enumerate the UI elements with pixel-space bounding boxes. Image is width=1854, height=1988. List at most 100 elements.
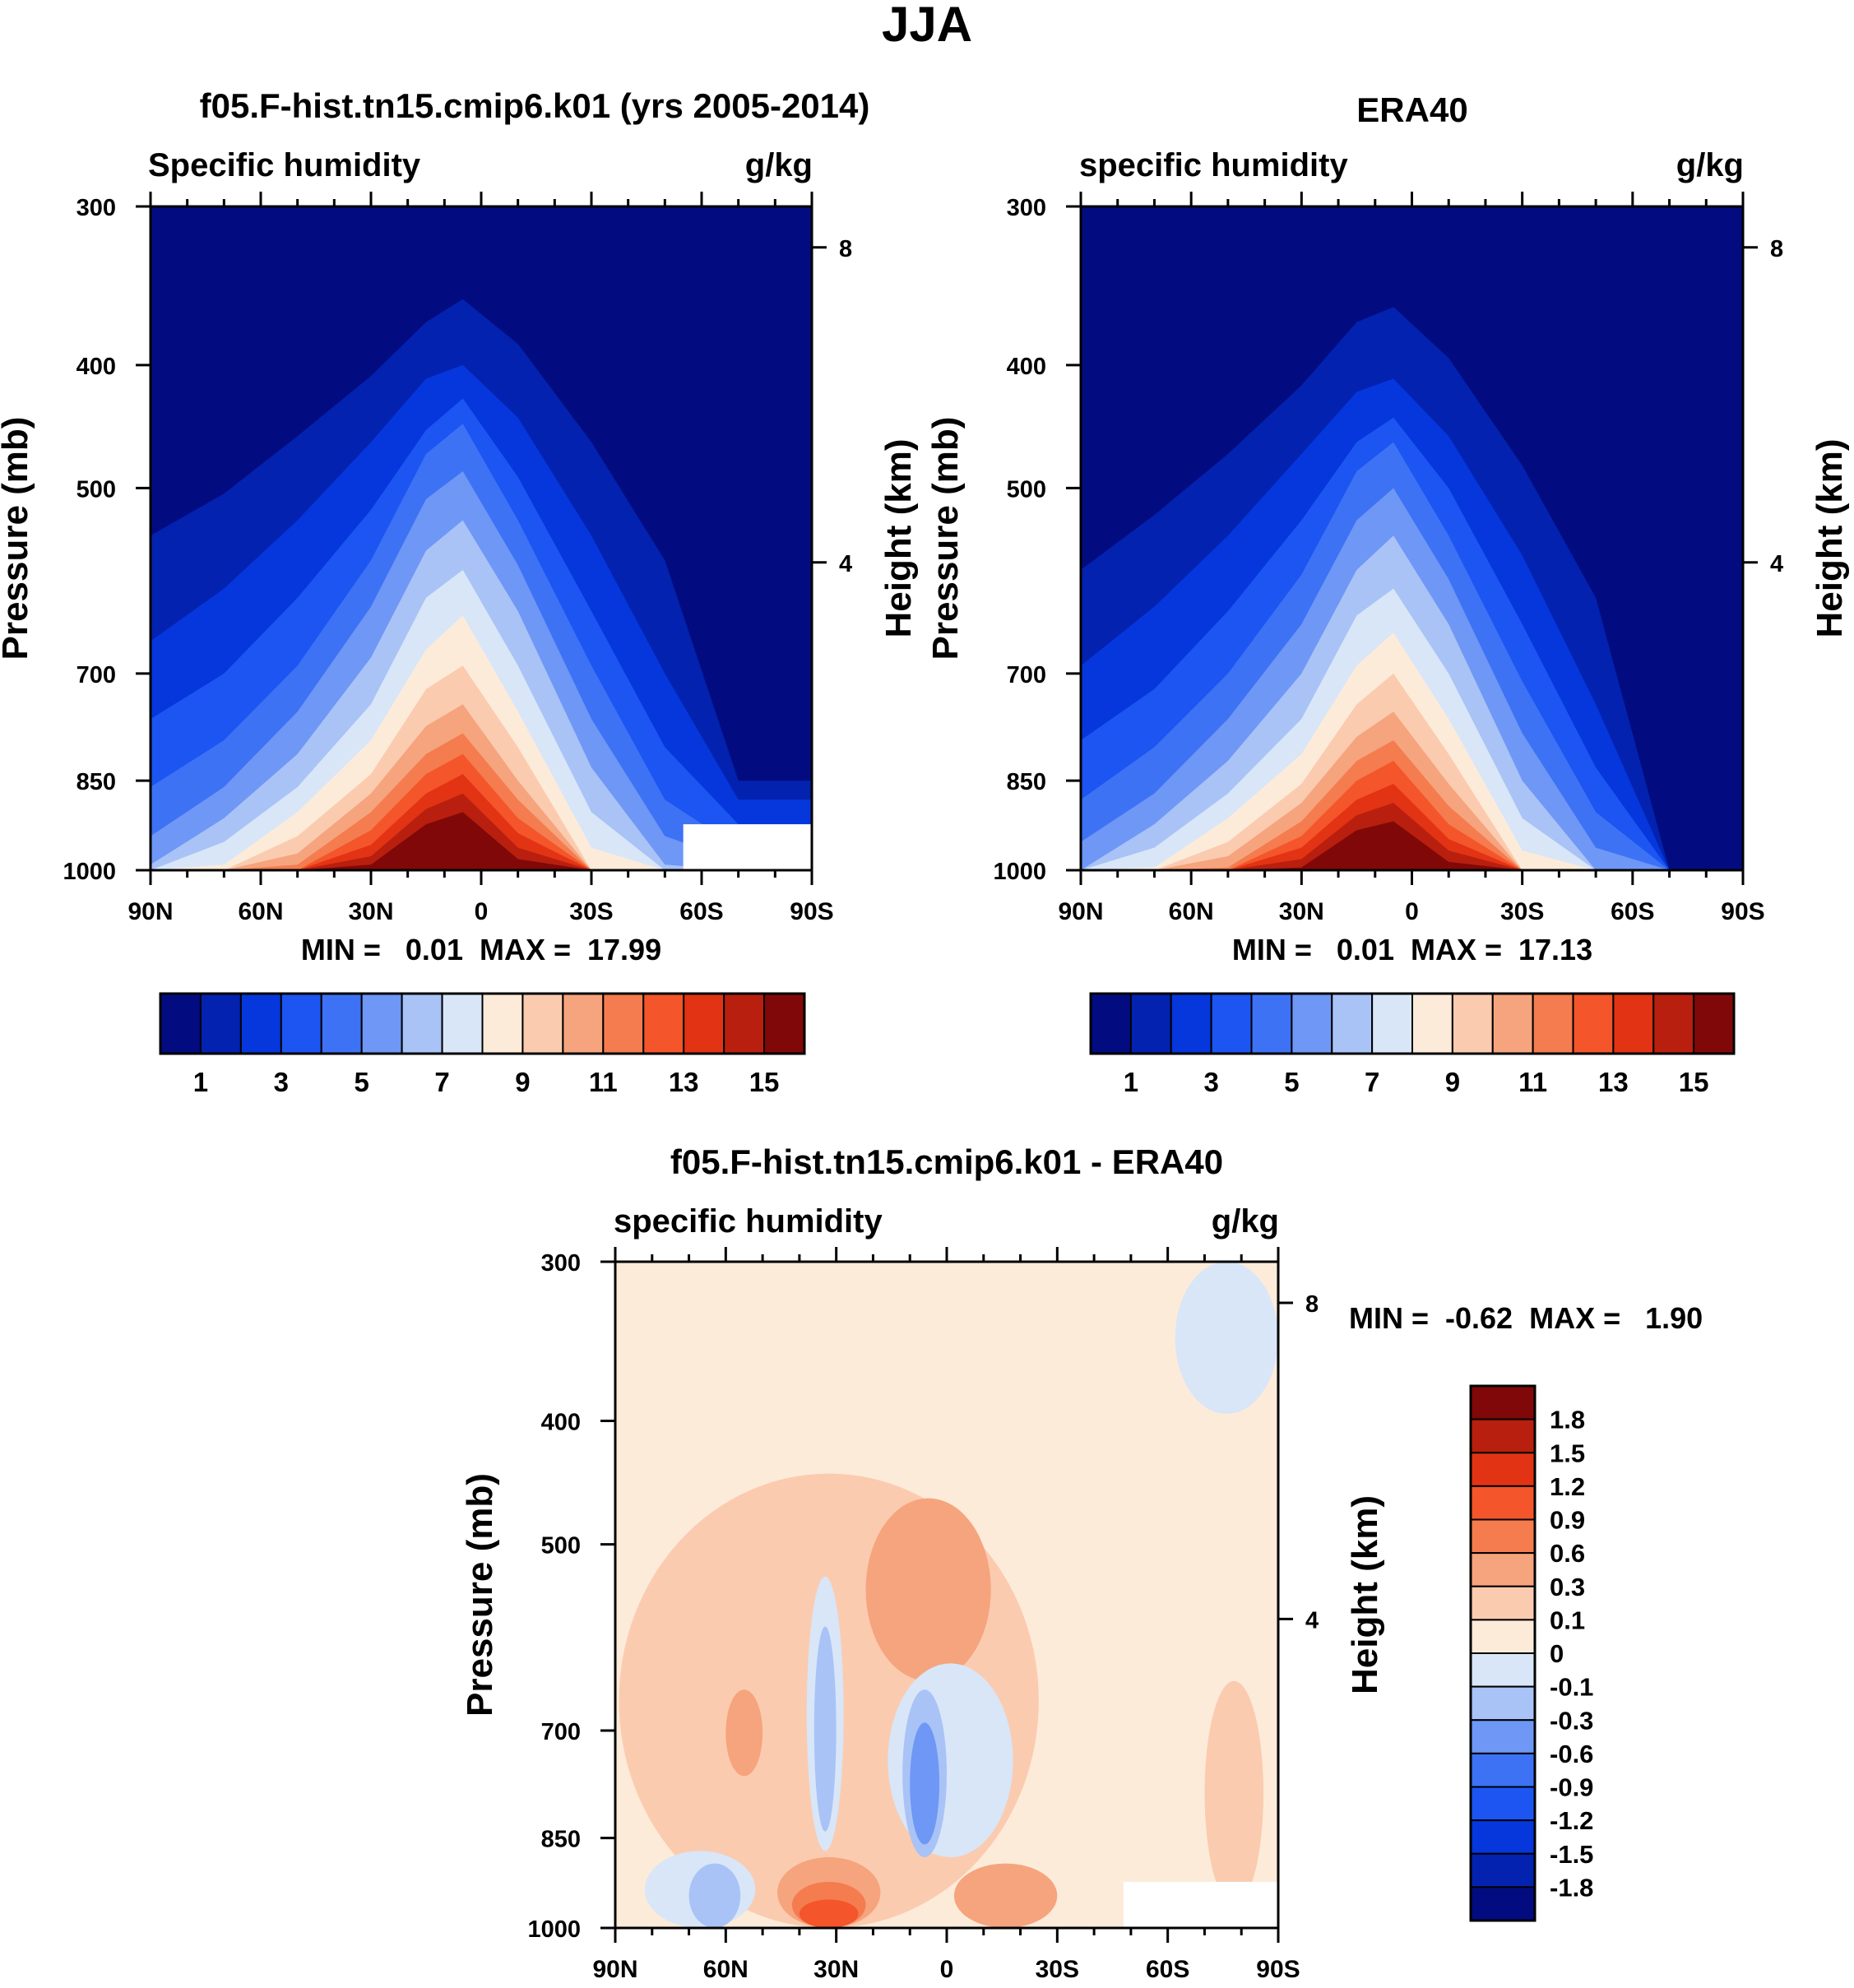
colorbar-box <box>1090 993 1132 1054</box>
colorbar-label: 15 <box>1679 1067 1709 1097</box>
colorbar-label: 5 <box>1284 1067 1299 1097</box>
colorbar-box <box>562 993 605 1054</box>
colorbar-label: 0.9 <box>1550 1506 1585 1535</box>
contour-blob-12 <box>910 1722 939 1845</box>
colorbar-box <box>1411 993 1453 1054</box>
colorbar-label: 0.3 <box>1550 1573 1585 1601</box>
panel-diff: f05.F-hist.tn15.cmip6.k01 - ERA40 specif… <box>460 1142 1703 1983</box>
y-tick-label: 400 <box>1007 354 1046 380</box>
x-tick-label: 60N <box>238 898 283 925</box>
panel-obs-plot: 90N 60N 30N 0 30S 60S 90S 300 400 500 700 850 1000 8 4… <box>925 192 1850 925</box>
contour-field <box>1081 206 1743 870</box>
colorbar-box <box>1470 1619 1536 1654</box>
panel-model-colorbar: 1 3 5 7 9 11 13 15 <box>159 992 806 1097</box>
colorbar-label: -0.1 <box>1550 1673 1593 1702</box>
y-axis-label: Pressure (mb) <box>925 417 966 660</box>
colorbar-box <box>1470 1819 1536 1855</box>
colorbar-box <box>1470 1786 1536 1822</box>
x-tick-label: 30N <box>813 1956 859 1983</box>
x-tick-label: 60S <box>679 898 723 925</box>
panel-diff-stats: MIN = -0.62 MAX = 1.90 <box>1349 1301 1703 1335</box>
y2-axis-label: Height (km) <box>1345 1495 1385 1694</box>
colorbar-box <box>1612 993 1655 1054</box>
colorbar-label: 3 <box>1203 1067 1218 1097</box>
colorbar-box <box>1129 993 1172 1054</box>
colorbar-box <box>642 993 685 1054</box>
colorbar-frame <box>1089 992 1736 1055</box>
x-tick-label: 0 <box>940 1956 954 1983</box>
panel-obs-units: g/kg <box>1676 147 1744 183</box>
figure-title: JJA <box>882 0 972 52</box>
panel-model-units: g/kg <box>745 147 813 183</box>
panel-diff-title: f05.F-hist.tn15.cmip6.k01 - ERA40 <box>670 1142 1223 1181</box>
contour-fill-level-15 <box>1081 821 1743 870</box>
colorbar-box <box>1470 1418 1536 1454</box>
colorbar-label: 1.8 <box>1550 1406 1585 1434</box>
colorbar-box <box>723 993 766 1054</box>
colorbar-box <box>441 993 484 1054</box>
colorbar-box <box>360 993 403 1054</box>
y2-tick-label: 8 <box>839 236 852 262</box>
colorbar-label: 13 <box>1598 1067 1629 1097</box>
y-tick-label: 400 <box>76 354 116 380</box>
x-tick-label: 60N <box>703 1956 749 1983</box>
colorbar-box <box>481 993 524 1054</box>
contour-fill-level-16 <box>151 830 812 870</box>
y2-tick-label: 8 <box>1305 1291 1319 1318</box>
colorbar-box <box>763 993 805 1054</box>
contour-field <box>615 1262 1278 1928</box>
panel-diff-variable: specific humidity <box>614 1203 883 1240</box>
colorbar-box <box>1491 993 1534 1054</box>
colorbar-box <box>1652 993 1695 1054</box>
y-axis-label: Pressure (mb) <box>0 417 35 660</box>
colorbar-label: 11 <box>589 1067 618 1097</box>
colorbar-box <box>1470 1685 1536 1722</box>
contour-fill-level-15 <box>151 812 812 870</box>
colorbar-box <box>199 993 242 1054</box>
colorbar-label: 0 <box>1550 1639 1564 1668</box>
y2-tick-label: 8 <box>1770 236 1783 262</box>
colorbar-label: 15 <box>749 1067 780 1097</box>
y-tick-label: 700 <box>541 1719 581 1745</box>
y-tick-label: 1000 <box>527 1916 581 1943</box>
y2-tick-label: 4 <box>1305 1607 1319 1633</box>
colorbar-box <box>1470 1886 1536 1921</box>
x-tick-label: 90S <box>1256 1956 1300 1983</box>
x-tick-label: 30S <box>1500 898 1544 925</box>
x-tick-label: 90N <box>127 898 173 925</box>
colorbar-box <box>1693 993 1735 1054</box>
colorbar-box <box>320 993 363 1054</box>
y-tick-label: 700 <box>76 662 116 688</box>
colorbar-box <box>1470 1552 1536 1587</box>
colorbar-box <box>1451 993 1494 1054</box>
colorbar-label: 7 <box>1365 1067 1379 1097</box>
x-tick-label: 90S <box>790 898 833 925</box>
x-tick-label: 30N <box>1279 898 1324 925</box>
missing-data-region <box>1123 1881 1278 1928</box>
colorbar-label: 9 <box>515 1067 530 1097</box>
x-tick-label: 0 <box>475 898 489 925</box>
contour-blob-15 <box>1175 1262 1278 1414</box>
contour-blob-1 <box>1204 1680 1264 1906</box>
colorbar-label: -0.9 <box>1550 1773 1593 1802</box>
colorbar-box <box>1210 993 1253 1054</box>
y2-axis-label: Height (km) <box>1810 439 1850 638</box>
colorbar-box <box>1470 1585 1536 1621</box>
contour-field <box>151 206 812 870</box>
colorbar-box <box>1470 1652 1536 1688</box>
x-tick-label: 0 <box>1405 898 1419 925</box>
colorbar-box <box>1470 1752 1536 1788</box>
y-tick-label: 400 <box>541 1410 581 1436</box>
y-tick-label: 300 <box>1007 195 1046 221</box>
contour-blob-5 <box>953 1863 1058 1928</box>
panel-diff-plot: 90N 60N 30N 0 30S 60S 90S 300 400 500 700 850 1000 8 4… <box>460 1247 1385 1983</box>
colorbar-box <box>1291 993 1333 1054</box>
y2-tick-label: 4 <box>839 551 852 577</box>
colorbar-box <box>1470 1452 1536 1487</box>
panel-model-stats: MIN = 0.01 MAX = 17.99 <box>301 933 661 966</box>
contour-blob-3 <box>725 1689 763 1777</box>
panel-model-title: f05.F-hist.tn15.cmip6.k01 (yrs 2005-2014… <box>200 86 870 125</box>
colorbar-box <box>1470 1852 1536 1888</box>
colorbar-label: 11 <box>1518 1067 1547 1097</box>
colorbar-label: 7 <box>434 1067 449 1097</box>
